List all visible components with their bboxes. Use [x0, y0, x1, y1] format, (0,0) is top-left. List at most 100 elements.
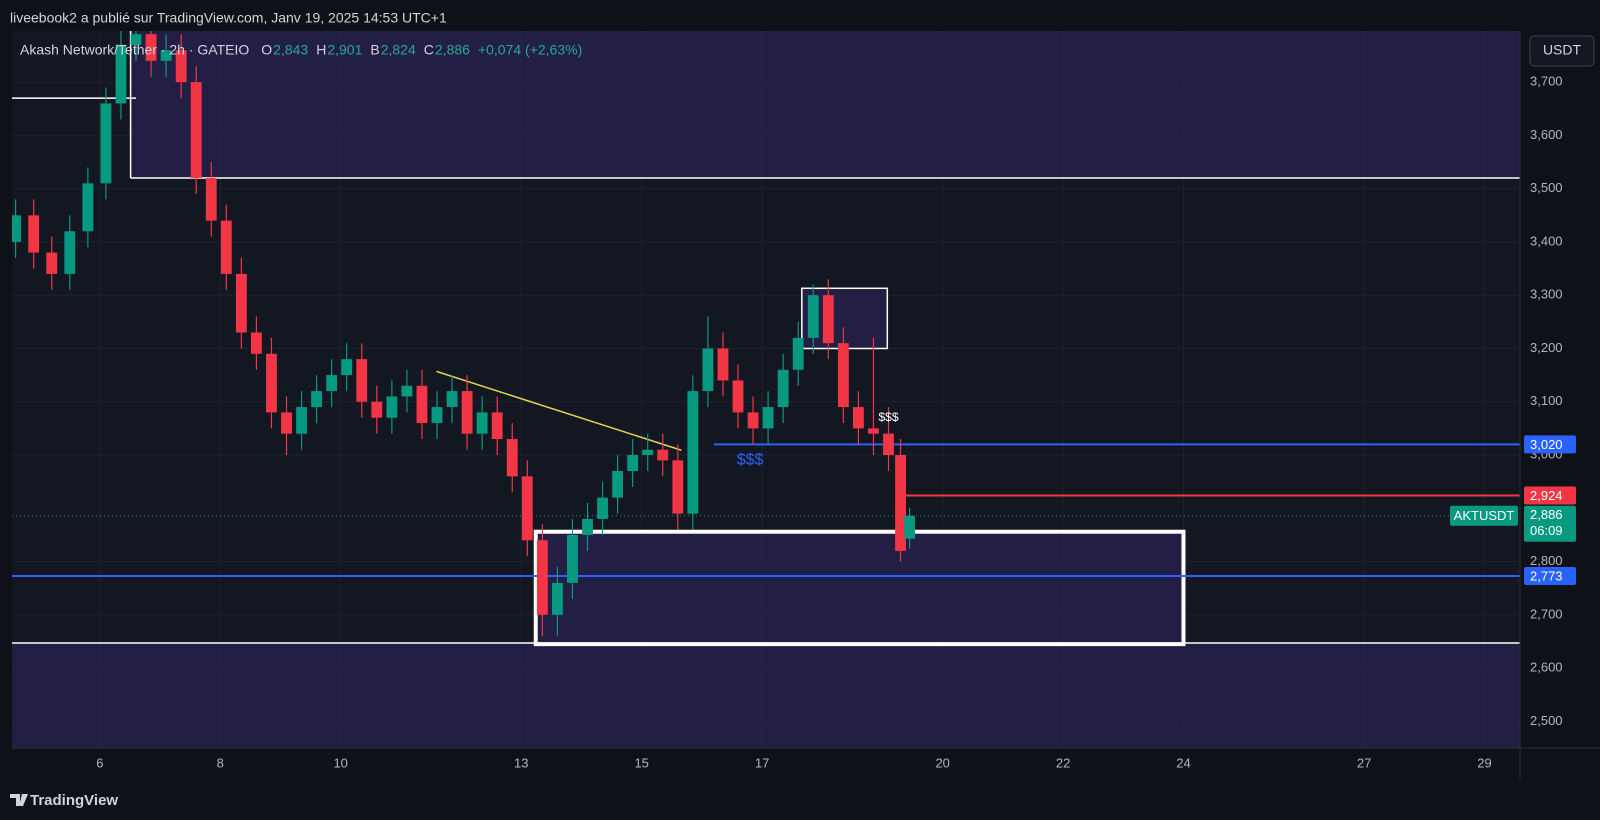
candle-body	[250, 332, 262, 354]
candle-body	[506, 439, 518, 477]
logo-icon	[10, 794, 28, 806]
level-label: 2,924	[1530, 488, 1563, 503]
candle-body	[672, 460, 684, 514]
y-tick-label: 2,500	[1530, 713, 1563, 728]
ohlc-key: B	[370, 42, 379, 58]
candle-body	[82, 183, 94, 232]
candle-body	[567, 534, 578, 583]
symbol-tag	[1450, 505, 1518, 526]
candle-body	[852, 407, 864, 429]
candle-body	[627, 455, 639, 472]
candle-body	[401, 385, 413, 397]
candle-body	[28, 215, 40, 253]
y-tick-label: 3,500	[1530, 180, 1563, 195]
candle-body	[281, 412, 292, 434]
level-label: 3,020	[1530, 437, 1563, 452]
x-tick-label: 24	[1176, 755, 1190, 770]
candle-body	[12, 215, 22, 242]
ohlc-key: O	[261, 42, 272, 58]
candle-body	[777, 369, 789, 408]
candle-body	[461, 391, 473, 434]
candle-body	[642, 449, 654, 456]
chart-title: Akash Network/Tether · 2h · GATEIO	[20, 42, 249, 58]
ohlc-value: 2,886	[435, 42, 470, 58]
candle-body	[160, 50, 172, 61]
candle-body	[130, 34, 142, 45]
candle-body	[762, 407, 774, 429]
box	[533, 529, 1186, 647]
zone	[12, 643, 1520, 748]
candle-body	[341, 359, 353, 376]
y-tick-label: 2,800	[1530, 553, 1563, 568]
footer-logo: TradingView	[30, 792, 118, 809]
candle-body	[792, 337, 804, 370]
y-tick-label: 2,600	[1530, 660, 1563, 675]
x-tick-label: 22	[1056, 755, 1070, 770]
candle-body	[416, 385, 428, 424]
candle-body	[175, 50, 187, 83]
candle-body	[868, 428, 879, 434]
candle-body	[837, 343, 849, 408]
candle-body	[747, 412, 759, 429]
x-tick-label: 29	[1477, 755, 1491, 770]
candle-body	[371, 401, 383, 418]
level-tag	[1524, 566, 1576, 585]
candle-body	[582, 518, 593, 535]
candle-body	[326, 375, 338, 392]
candle-body	[431, 407, 443, 424]
candle-body	[190, 82, 202, 179]
drawing-line	[436, 370, 682, 451]
level-tag	[1524, 486, 1576, 505]
y-tick-label: 3,700	[1530, 74, 1563, 89]
x-tick-label: 8	[217, 755, 224, 770]
ohlc-key: C	[424, 42, 434, 58]
candle-body	[883, 433, 894, 456]
candle-body	[46, 252, 58, 274]
candle-body	[64, 231, 76, 274]
x-tick-label: 13	[514, 755, 528, 770]
candle-body	[266, 353, 277, 413]
ohlc-key: H	[316, 42, 326, 58]
candle-body	[904, 515, 915, 539]
price-label: 2,886	[1530, 507, 1563, 522]
x-tick-label: 15	[634, 755, 648, 770]
candle-body	[807, 295, 819, 338]
candle-body	[145, 34, 157, 61]
candle-body	[895, 455, 906, 551]
ohlc-value: 2,824	[381, 42, 416, 58]
symbol-label: AKTUSDT	[1454, 508, 1515, 523]
x-tick-label: 17	[755, 755, 769, 770]
countdown: 06:09	[1530, 523, 1563, 538]
price-tag	[1524, 505, 1576, 542]
level-label: 2,773	[1530, 568, 1563, 583]
change: +0,074 (+2,63%)	[478, 42, 582, 58]
ohlc-value: 2,843	[273, 42, 308, 58]
x-tick-label: 10	[333, 755, 347, 770]
annotation: $$$	[737, 452, 764, 469]
candle-body	[100, 103, 112, 184]
candle-body	[220, 220, 232, 274]
level-tag	[1524, 435, 1576, 454]
candle-body	[115, 44, 127, 104]
zone	[130, 31, 1520, 179]
y-tick-label: 2,700	[1530, 606, 1563, 621]
y-tick-label: 3,100	[1530, 393, 1563, 408]
currency-button[interactable]	[1529, 35, 1595, 67]
candle-body	[446, 391, 458, 408]
x-tick-label: 27	[1357, 755, 1371, 770]
y-tick-label: 3,200	[1530, 340, 1563, 355]
candle-body	[296, 407, 307, 434]
candle-body	[597, 497, 608, 519]
candle-body	[717, 348, 729, 381]
candle-body	[822, 295, 834, 344]
y-tick-label: 3,400	[1530, 233, 1563, 248]
currency-label: USDT	[1543, 42, 1582, 58]
x-tick-label: 20	[935, 755, 949, 770]
candle-body	[491, 412, 503, 440]
candle-body	[687, 391, 699, 514]
plot: $$$ $$$	[12, 31, 1520, 748]
candle-body	[205, 178, 217, 221]
y-tick-label: 3,300	[1530, 287, 1563, 302]
